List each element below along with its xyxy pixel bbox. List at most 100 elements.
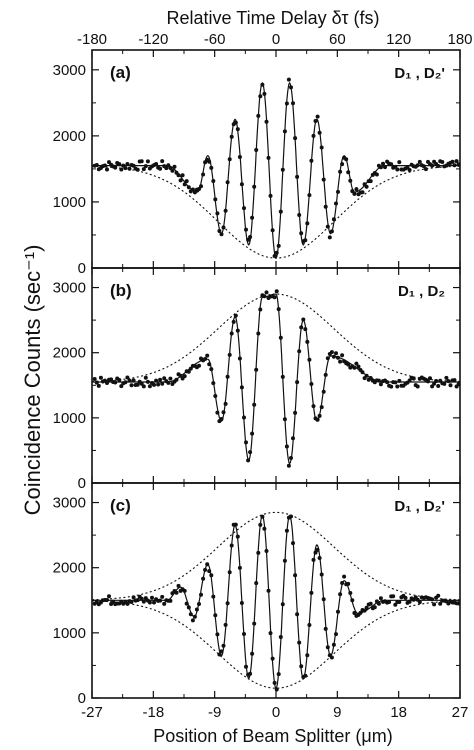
data-point [260, 82, 265, 87]
data-point [274, 250, 279, 255]
data-point [334, 632, 338, 637]
data-point [317, 413, 322, 418]
data-point [184, 601, 189, 606]
data-point [244, 440, 248, 445]
data-point [160, 381, 165, 386]
data-point [205, 353, 210, 358]
data-point [117, 162, 122, 167]
data-point [297, 640, 302, 645]
data-point [360, 370, 365, 375]
data-point [448, 383, 453, 388]
data-point [378, 382, 383, 387]
data-point [434, 379, 439, 383]
top-tick-label: 180 [447, 31, 472, 48]
panel-frame [91, 49, 461, 269]
data-point [305, 653, 310, 658]
data-point [417, 600, 422, 605]
data-point [176, 173, 181, 178]
data-point [227, 352, 232, 357]
top-tick-label: 60 [329, 31, 346, 48]
data-point [209, 573, 214, 578]
data-point [358, 610, 363, 615]
data-point [385, 380, 390, 385]
data-point [428, 376, 432, 381]
data-point [254, 148, 259, 152]
data-point [139, 159, 144, 164]
data-point [301, 317, 306, 322]
data-point [105, 598, 109, 602]
top-tick-label: 120 [386, 31, 411, 48]
data-point [184, 179, 189, 184]
data-point [430, 163, 435, 168]
data-point [154, 162, 159, 166]
data-point [229, 134, 234, 139]
data-point [203, 357, 208, 361]
data-point [274, 289, 279, 294]
data-point [350, 598, 355, 603]
x-tick-label: 27 [452, 704, 469, 721]
data-point [391, 594, 396, 599]
data-point [417, 159, 422, 164]
panels: 0 1000 2000 3000 (a) D₁ , D₂' 0 1000 2000 3000 (b)… [53, 49, 461, 707]
data-point [182, 374, 187, 379]
data-point [143, 164, 148, 169]
data-point [307, 357, 312, 362]
data-point [423, 167, 428, 172]
data-point [362, 608, 367, 613]
y-tick-label: 3000 [53, 495, 86, 512]
data-point [141, 384, 146, 389]
data-point [307, 623, 312, 627]
data-point [150, 595, 154, 600]
data-point [225, 374, 230, 379]
data-point [266, 588, 271, 593]
data-point [166, 380, 171, 385]
data-point [352, 365, 357, 370]
data-point [147, 384, 152, 389]
data-point [274, 687, 279, 692]
data-point [201, 172, 206, 177]
data-point [172, 164, 177, 169]
data-point [313, 550, 318, 555]
data-point [364, 373, 369, 378]
data-point [199, 184, 203, 189]
data-point [186, 369, 191, 374]
data-point [264, 119, 269, 124]
data-point [221, 643, 226, 648]
data-point [160, 159, 165, 164]
data-point [168, 166, 173, 170]
data-point [421, 164, 426, 169]
data-point [354, 187, 359, 192]
data-point [256, 331, 261, 336]
data-point [209, 165, 214, 170]
data-point [233, 522, 238, 527]
y-tick-label: 1000 [53, 625, 86, 642]
data-point [186, 605, 191, 610]
data-point [376, 378, 381, 383]
data-point [454, 159, 459, 164]
data-point [156, 382, 161, 387]
data-point [327, 235, 332, 240]
data-point [174, 377, 179, 382]
data-point [237, 356, 242, 361]
data-point [217, 229, 222, 233]
data-point [102, 163, 107, 168]
data-point [331, 642, 336, 647]
data-point [107, 160, 111, 165]
data-point [143, 375, 148, 380]
data-point [368, 179, 373, 184]
data-point [248, 235, 253, 239]
data-point [432, 381, 437, 386]
data-point [105, 381, 109, 385]
data-point [270, 656, 275, 661]
data-point [381, 161, 385, 166]
data-point [235, 534, 240, 539]
data-point [194, 607, 199, 612]
data-point [303, 673, 308, 678]
data-point [278, 635, 283, 639]
data-point [280, 602, 285, 607]
data-point [242, 415, 246, 420]
data-point [258, 307, 263, 312]
data-point [152, 382, 156, 387]
data-point [372, 605, 377, 610]
data-point [170, 168, 175, 173]
